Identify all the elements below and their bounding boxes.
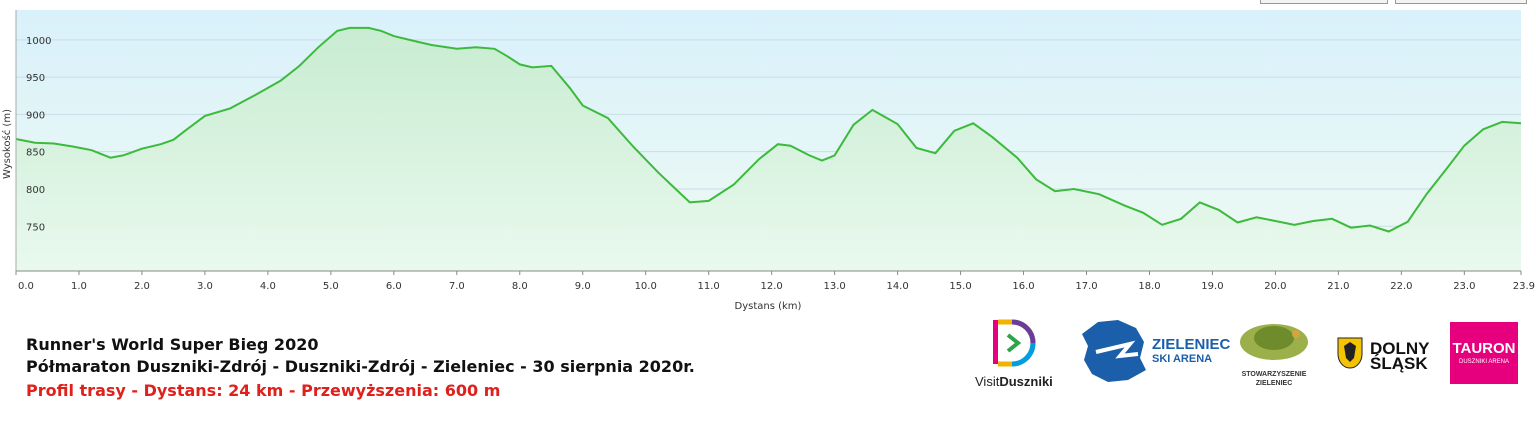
x-tick-label: 5.0 — [323, 281, 339, 292]
y-axis-ticks: 750 800 850 900 950 1000 — [26, 36, 51, 233]
y-tick-label: 900 — [26, 110, 45, 121]
x-tick-label: 4.0 — [260, 281, 276, 292]
x-axis-ticks: 0.0 1.0 2.0 3.0 4.0 5.0 6.0 7.0 8.0 9.0 10.0 11.0 12… — [15, 271, 1535, 292]
y-tick-label: 750 — [26, 222, 45, 233]
x-tick-label: 9.0 — [575, 281, 591, 292]
visit-duszniki-logo — [993, 319, 1036, 367]
x-tick-label: 12.0 — [761, 281, 783, 292]
x-axis-label: Dystans (km) — [735, 301, 802, 312]
x-tick-label: 3.0 — [197, 281, 213, 292]
zieleniec-ski-arena-logo — [1082, 320, 1146, 382]
x-tick-label: 18.0 — [1138, 281, 1160, 292]
x-tick-label: 6.0 — [386, 281, 402, 292]
y-tick-label: 850 — [26, 148, 45, 159]
y-tick-label: 1000 — [26, 36, 51, 47]
x-tick-label: 1.0 — [71, 281, 87, 292]
x-tick-label: 14.0 — [886, 281, 908, 292]
event-title: Runner's World Super Bieg 2020 — [26, 335, 319, 354]
x-tick-label: 19.0 — [1201, 281, 1223, 292]
x-tick-label: 23.0 — [1453, 281, 1475, 292]
route-profile-summary: Profil trasy - Dystans: 24 km - Przewyżs… — [26, 381, 501, 400]
caption: Runner's World Super Bieg 2020 Półmarato… — [26, 334, 695, 404]
x-tick-label: 22.0 — [1390, 281, 1412, 292]
toolbar-button-left[interactable] — [1260, 0, 1388, 4]
x-tick-label: 2.0 — [134, 281, 150, 292]
dolny-slask-text: DOLNY ŚLĄSK — [1370, 339, 1430, 373]
tauron-subtext: DUSZNIKI ARENA — [1458, 359, 1509, 365]
dolny-slask-coat-of-arms — [1337, 337, 1363, 369]
elevation-area-fill — [16, 27, 1521, 272]
elevation-profile-chart: 0.0 1.0 2.0 3.0 4.0 5.0 6.0 7.0 8.0 9.0 10.0 11.0 12… — [1, 10, 1535, 312]
tauron-duszniki-arena-logo: TAURON DUSZNIKI ARENA — [1450, 322, 1518, 384]
x-tick-label: 15.0 — [949, 281, 971, 292]
x-tick-label: 0.0 — [18, 281, 34, 292]
elevation-line — [15, 26, 1522, 233]
visit-duszniki-text: VisitDuszniki — [975, 374, 1053, 389]
y-tick-label: 950 — [26, 73, 45, 84]
x-tick-label: 20.0 — [1264, 281, 1286, 292]
x-tick-label: 10.0 — [635, 281, 657, 292]
zieleniec-text: ZIELENIEC SKI ARENA — [1152, 336, 1231, 365]
x-tick-label: 13.0 — [823, 281, 845, 292]
y-axis-label: Wysokość (m) — [1, 109, 13, 179]
x-tick-label: 7.0 — [449, 281, 465, 292]
stowarzyszenie-zieleniec-logo — [1240, 324, 1308, 360]
toolbar-button-right[interactable] — [1395, 0, 1527, 4]
tauron-text: TAURON — [1452, 340, 1516, 357]
x-tick-label: 17.0 — [1075, 281, 1097, 292]
x-tick-label: 23.9 — [1513, 281, 1535, 292]
x-tick-label: 21.0 — [1327, 281, 1349, 292]
event-subtitle: Półmaraton Duszniki-Zdrój - Duszniki-Zdr… — [26, 357, 695, 376]
x-tick-label: 16.0 — [1012, 281, 1034, 292]
y-tick-label: 800 — [26, 185, 45, 196]
stowarzyszenie-text: STOWARZYSZENIE ZIELENIEC — [1241, 371, 1307, 387]
x-tick-label: 11.0 — [698, 281, 720, 292]
x-tick-label: 8.0 — [512, 281, 528, 292]
